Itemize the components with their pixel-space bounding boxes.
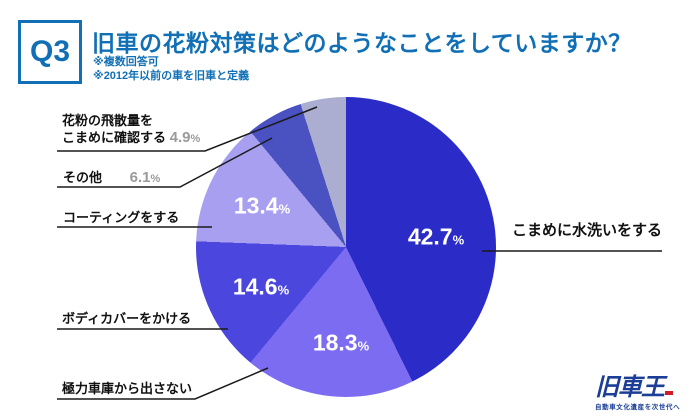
callout-label-kafun: 花粉の飛散量を こまめに確認する 4.9% [62, 112, 200, 148]
note-multiple-answers: ※複数回答可 [93, 56, 159, 68]
logo-text: 旧車王 [595, 374, 665, 401]
question-number: Q3 [29, 35, 71, 68]
callout-label-garage: 極力車庫から出さない [62, 381, 193, 396]
pie-percent-label-coating: 13.4% [234, 193, 290, 220]
percent-sign: % [452, 232, 465, 248]
percent-sign: % [357, 338, 370, 354]
callout-label-coating: コーティングをする [63, 210, 180, 225]
pie-percent-value: 18.3 [312, 329, 358, 356]
callout-label-kafun-line2: こまめに確認する 4.9% [62, 129, 200, 148]
percent-sign: % [278, 201, 291, 217]
note-definition: ※2012年以前の車を旧車と定義 [93, 70, 250, 82]
callout-label-kafun-line1: 花粉の飛散量を [62, 113, 154, 128]
brand-logo: 旧車王 自動車文化遺産を次世代へ [595, 376, 690, 412]
callout-percent-value: 6.1 [129, 169, 151, 186]
callout-percent: 4.9% [170, 129, 201, 146]
pie-percent-value: 42.7 [407, 223, 453, 250]
page-title: 旧車の花粉対策はどのようなことをしていますか？ [92, 30, 632, 56]
percent-sign: % [277, 282, 290, 298]
pie-percent-value: 13.4 [233, 192, 279, 219]
callout-label-text: こまめに確認する [62, 130, 167, 145]
callout-label-sonota: その他 6.1% [63, 169, 160, 188]
logo-red-accent [665, 391, 673, 395]
pie-percent-value: 14.6 [232, 273, 278, 300]
callout-percent-value: 4.9 [169, 129, 191, 146]
pie-percent-label-mizuarai: 42.7% [408, 224, 464, 251]
percent-sign: % [150, 173, 161, 185]
pie-percent-label-shako: 18.3% [313, 330, 369, 357]
callout-label-text: その他 [63, 170, 103, 185]
logo-row: 旧車王 [595, 376, 690, 400]
callout-label-mizuarai: こまめに水洗いをする [511, 222, 662, 239]
percent-sign: % [190, 133, 201, 145]
title-notes: ※複数回答可 ※2012年以前の車を旧車と定義 [93, 55, 249, 83]
callout-label-bodycover: ボディカバーをかける [62, 311, 192, 326]
callout-percent: 6.1% [130, 169, 161, 186]
pie-percent-label-cover: 14.6% [233, 274, 289, 301]
question-number-badge: Q3 [18, 20, 82, 84]
logo-tagline: 自動車文化遺産を次世代へ [595, 404, 681, 411]
